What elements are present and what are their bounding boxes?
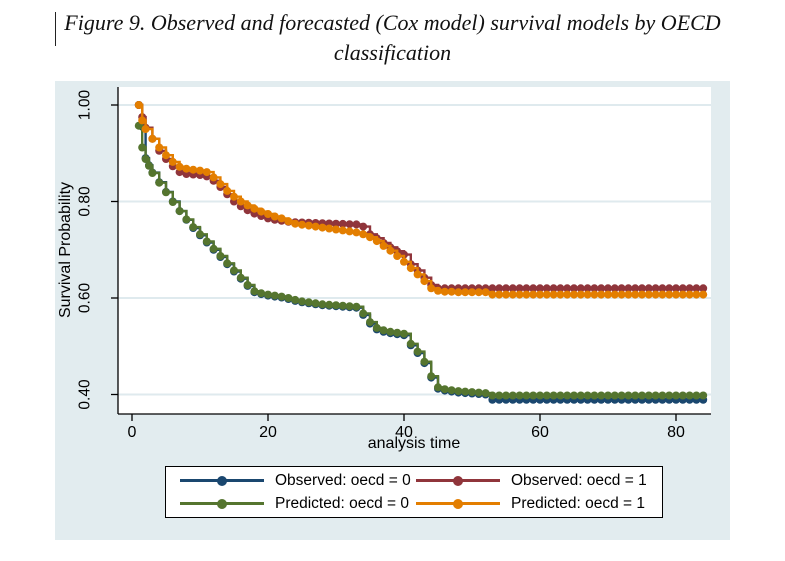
svg-text:0.80: 0.80 (77, 186, 94, 217)
survival-chart: 0.40 0.60 0.80 1.00 0 20 40 60 80 Survival Proba… (55, 81, 730, 540)
line-marker-icon (416, 475, 500, 486)
legend-label: Observed: oecd = 0 (275, 471, 411, 489)
svg-text:80: 80 (667, 424, 685, 441)
svg-text:0.60: 0.60 (77, 283, 94, 314)
svg-text:1.00: 1.00 (77, 90, 94, 121)
legend-item-predicted-oecd0: Predicted: oecd = 0 (180, 493, 416, 515)
figure-caption-line1: Figure 9. Observed and forecasted (Cox m… (64, 10, 721, 35)
svg-text:0: 0 (128, 424, 137, 441)
legend-label: Predicted: oecd = 0 (275, 494, 409, 512)
legend-item-observed-oecd1: Observed: oecd = 1 (416, 470, 652, 492)
y-axis-title: Survival Probability (57, 181, 74, 319)
svg-text:0.40: 0.40 (77, 379, 94, 410)
line-marker-icon (416, 498, 500, 509)
chart-legend: Observed: oecd = 0 Observed: oecd = 1 Pr… (165, 466, 663, 518)
legend-item-predicted-oecd1: Predicted: oecd = 1 (416, 493, 652, 515)
line-marker-icon (180, 475, 264, 486)
text-cursor-bar (55, 12, 56, 46)
svg-text:20: 20 (259, 424, 277, 441)
figure-caption: Figure 9. Observed and forecasted (Cox m… (30, 8, 755, 68)
legend-label: Predicted: oecd = 1 (511, 494, 645, 512)
legend-label: Observed: oecd = 1 (511, 471, 647, 489)
line-marker-icon (180, 498, 264, 509)
x-axis-title: analysis time (367, 435, 461, 452)
chart-plot-area: 0.40 0.60 0.80 1.00 0 20 40 60 80 (77, 87, 711, 441)
figure-caption-line2: classification (333, 40, 452, 65)
legend-item-observed-oecd0: Observed: oecd = 0 (180, 470, 416, 492)
svg-text:40: 40 (395, 424, 413, 441)
svg-text:60: 60 (531, 424, 549, 441)
